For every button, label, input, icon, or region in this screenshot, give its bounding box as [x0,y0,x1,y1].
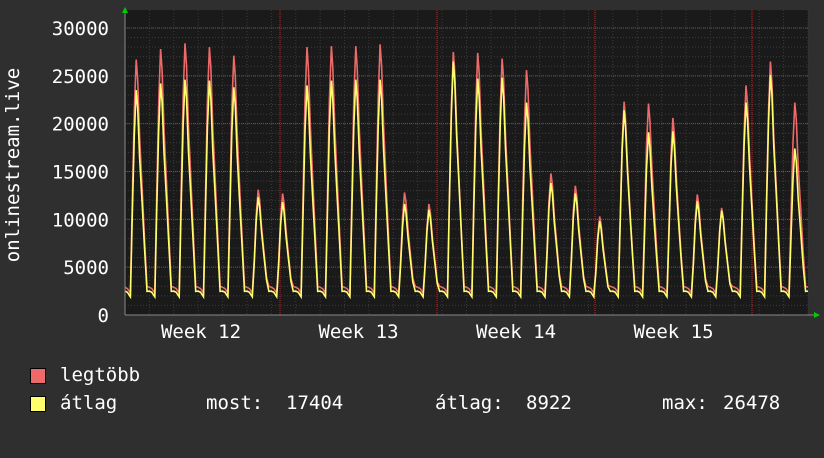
x-tick-label: Week 15 [633,321,713,343]
legend-swatch-legtobb [30,368,46,384]
y-axis-arrow-icon [122,7,128,13]
x-tick-label: Week 12 [161,321,241,343]
stat-most-label: most: [206,392,264,414]
y-tick-label: 25000 [52,66,109,88]
legend-swatch-atlag [30,396,46,412]
y-tick-label: 0 [98,305,109,327]
stat-max-label: max: [662,392,708,414]
y-tick-label: 30000 [52,18,109,40]
x-axis-arrow-icon [814,312,820,318]
x-tick-label: Week 13 [318,321,398,343]
stat-max-value: 26478 [723,392,781,414]
legend-item-legtobb: legtöbb [30,364,140,386]
y-tick-label: 15000 [52,162,109,184]
stat-avg-label: átlag: [435,392,504,414]
y-axis-title: onlinestream.live [2,68,24,262]
x-tick-label: Week 14 [476,321,556,343]
series-line-atlag [124,61,809,300]
y-tick-label: 10000 [52,209,109,231]
stat-avg-value: 8922 [526,392,572,414]
legend-item-atlag: átlag [30,392,117,414]
legend-label-atlag: átlag [60,392,118,414]
y-tick-label: 20000 [52,114,109,136]
y-tick-label: 5000 [63,257,109,279]
chart: 0 5000 10000 15000 20000 25000 30000 Week 12 Wee… [2,7,820,343]
stat-most-value: 17404 [286,392,344,414]
legend-label-legtobb: legtöbb [60,364,141,386]
